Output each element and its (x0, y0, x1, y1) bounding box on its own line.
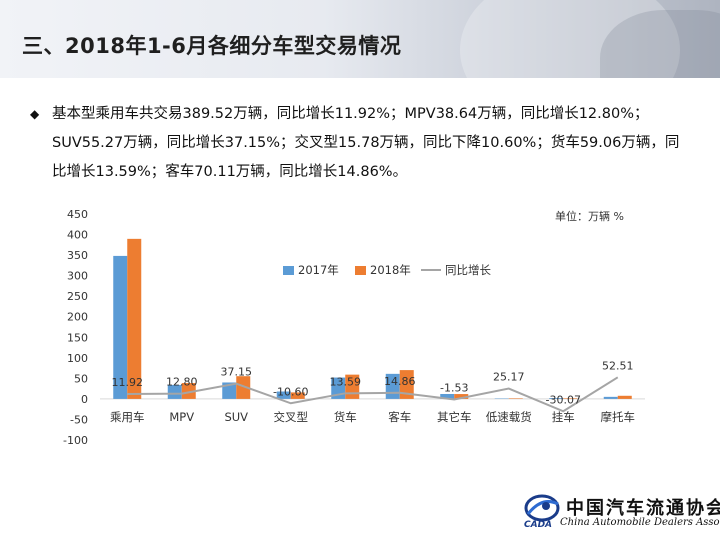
growth-data-label: 25.17 (493, 371, 525, 384)
y-tick-label: 250 (67, 290, 88, 303)
y-tick-label: 100 (67, 352, 88, 365)
cada-emblem-icon (524, 494, 560, 522)
growth-data-label: 13.59 (330, 375, 362, 388)
bar-line-chart: 450 400 350 300 250 200 150 100 50 0 -50 -100 11.92 1… (63, 208, 645, 447)
summary-paragraph: ◆ 基本型乘用车共交易389.52万辆，同比增长11.92%；MPV38.64万… (30, 100, 680, 187)
y-tick-label: 450 (67, 208, 88, 221)
header-decoration (460, 0, 680, 78)
growth-data-label: -1.53 (440, 382, 468, 395)
growth-data-label: 14.86 (384, 375, 416, 388)
y-tick-label: 200 (67, 311, 88, 324)
slide-header: 三、2018年1-6月各细分车型交易情况 (0, 0, 720, 78)
bar-2017 (440, 393, 455, 399)
legend-swatch (283, 266, 294, 275)
x-category-label: 客车 (388, 410, 411, 424)
y-tick-label: 300 (67, 270, 88, 283)
growth-data-label: 37.15 (221, 366, 253, 379)
y-tick-label: 150 (67, 331, 88, 344)
logo-abbreviation: CADA (524, 520, 553, 530)
summary-text: 基本型乘用车共交易389.52万辆，同比增长11.92%；MPV38.64万辆，… (52, 106, 680, 180)
bar-2017 (276, 391, 291, 399)
bar-2017 (167, 384, 182, 399)
legend-label: 2018年 (370, 263, 411, 277)
logo-chinese-name: 中国汽车流通协会 (566, 498, 720, 519)
x-category-label: 货车 (334, 410, 357, 424)
bar-2018 (290, 392, 305, 399)
unit-note: 单位：万辆 % (555, 209, 624, 223)
bar-2018 (617, 395, 632, 399)
bullet-diamond-icon: ◆ (30, 107, 40, 121)
legend-label: 同比增长 (445, 263, 491, 277)
bar-2017 (113, 255, 128, 399)
bar-2018 (563, 398, 578, 399)
bar-2018 (236, 376, 251, 399)
x-category-label: 交叉型 (274, 410, 309, 424)
y-tick-label: 400 (67, 229, 88, 242)
bar-2018 (454, 394, 469, 399)
bar-2018 (127, 238, 142, 399)
legend-swatch (355, 266, 366, 275)
y-tick-label: 0 (81, 393, 88, 406)
growth-data-label: 52.51 (602, 359, 634, 372)
slide-title: 三、2018年1-6月各细分车型交易情况 (22, 34, 402, 58)
growth-data-label: -10.60 (273, 385, 308, 398)
growth-line (127, 376, 619, 413)
growth-data-label: 11.92 (112, 376, 144, 389)
growth-data-label: 12.80 (166, 376, 198, 389)
bar-2018 (181, 383, 196, 399)
legend-label: 2017年 (298, 263, 339, 277)
y-tick-label: -100 (63, 434, 88, 447)
chart-container: 450 400 350 300 250 200 150 100 50 0 -50 -100 11.92 1… (55, 200, 655, 460)
x-category-label: 挂车 (552, 410, 575, 424)
bar-2017 (549, 398, 564, 399)
association-logo: CADA 中国汽车流通协会 China Automobile Dealers A… (520, 490, 720, 540)
growth-data-label: -30.07 (546, 393, 581, 406)
y-tick-label: 350 (67, 249, 88, 262)
bar-2018 (508, 398, 523, 399)
bar-2017 (603, 396, 618, 399)
x-category-label: 低速载货 (486, 410, 532, 424)
x-category-label: 其它车 (437, 410, 472, 424)
logo-english-name: China Automobile Dealers Association (560, 517, 720, 528)
x-category-label: 乘用车 (110, 410, 145, 424)
x-category-label: SUV (224, 410, 248, 424)
y-tick-label: 50 (74, 372, 88, 385)
x-category-label: 摩托车 (601, 410, 636, 424)
x-category-label: MPV (169, 410, 194, 424)
bar-2018 (399, 370, 414, 399)
y-tick-label: -50 (70, 413, 88, 426)
